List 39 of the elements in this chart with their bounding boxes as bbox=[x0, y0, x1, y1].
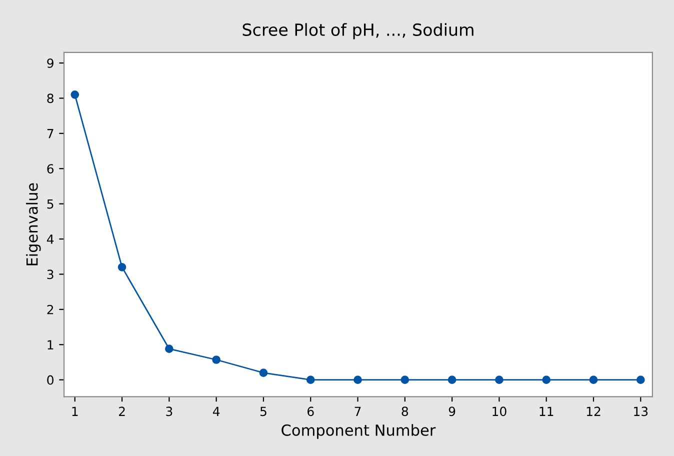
x-tick-label: 11 bbox=[540, 406, 554, 416]
point bbox=[589, 376, 598, 384]
y-tick-label: 3 bbox=[47, 270, 54, 280]
chart-title: Scree Plot of pH, ..., Sodium bbox=[242, 23, 474, 40]
point bbox=[400, 376, 410, 384]
x-tick-label: 13 bbox=[634, 406, 648, 416]
x-tick-label: 8 bbox=[402, 406, 408, 416]
point bbox=[259, 368, 268, 377]
point bbox=[118, 263, 126, 272]
x-axis-title: Component Number bbox=[282, 424, 436, 439]
point bbox=[70, 90, 80, 99]
x-tick-label: 5 bbox=[260, 406, 266, 416]
x-tick-label: 10 bbox=[492, 406, 506, 416]
y-tick-label: 4 bbox=[46, 234, 54, 244]
x-tick-label: 9 bbox=[448, 406, 456, 416]
y-tick-label: 6 bbox=[47, 164, 54, 174]
y-tick-label: 5 bbox=[47, 199, 54, 209]
y-tick-label: 2 bbox=[47, 304, 54, 314]
x-tick-label: 12 bbox=[586, 406, 600, 416]
x-tick-label: 4 bbox=[212, 406, 220, 416]
y-tick-label: 8 bbox=[47, 94, 54, 104]
point bbox=[354, 376, 362, 384]
point bbox=[306, 376, 315, 384]
y-tick-label: 9 bbox=[47, 58, 54, 68]
point bbox=[448, 376, 456, 384]
y-axis-title: Eigenvalue bbox=[26, 183, 41, 266]
x-tick-label: 1 bbox=[72, 406, 78, 416]
x-tick-label: 6 bbox=[308, 406, 314, 416]
point bbox=[542, 376, 551, 384]
y-tick-label: 7 bbox=[47, 129, 54, 138]
point bbox=[165, 344, 174, 354]
point bbox=[495, 376, 504, 384]
y-tick-label: 1 bbox=[48, 340, 54, 350]
point bbox=[636, 376, 645, 384]
point bbox=[212, 356, 220, 364]
x-tick-label: 2 bbox=[118, 406, 125, 416]
x-tick-label: 7 bbox=[354, 406, 361, 416]
y-tick-label: 0 bbox=[47, 375, 54, 385]
x-tick-label: 3 bbox=[166, 406, 172, 416]
